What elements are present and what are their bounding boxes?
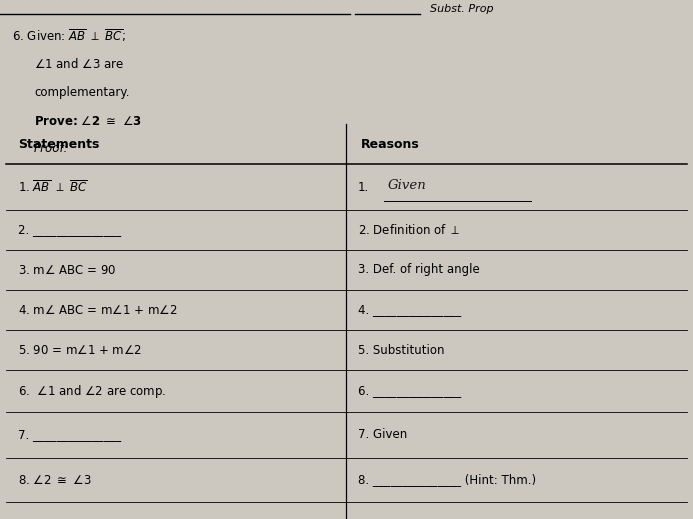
Text: 5. 90 = m$\angle$1 + m$\angle$2: 5. 90 = m$\angle$1 + m$\angle$2	[18, 344, 142, 357]
Text: 1. $\overline{AB}$ $\perp$ $\overline{BC}$: 1. $\overline{AB}$ $\perp$ $\overline{BC…	[18, 179, 87, 195]
Text: Reasons: Reasons	[361, 138, 420, 151]
Text: 2. _______________: 2. _______________	[18, 224, 121, 237]
Text: Proof:: Proof:	[34, 142, 69, 155]
Text: 2. Definition of $\perp$: 2. Definition of $\perp$	[358, 223, 460, 237]
Text: Statements: Statements	[18, 138, 99, 151]
Text: 5. Substitution: 5. Substitution	[358, 344, 444, 357]
Text: Prove: $\angle$2 $\cong$ $\angle$3: Prove: $\angle$2 $\cong$ $\angle$3	[34, 115, 142, 128]
Text: 6. _______________: 6. _______________	[358, 385, 461, 398]
Text: Subst. Prop: Subst. Prop	[430, 4, 493, 14]
Text: 3. Def. of right angle: 3. Def. of right angle	[358, 264, 480, 277]
Text: 8. $\angle$2 $\cong$ $\angle$3: 8. $\angle$2 $\cong$ $\angle$3	[18, 473, 92, 486]
Text: Given: Given	[388, 179, 427, 192]
Text: 6.  $\angle$1 and $\angle$2 are comp.: 6. $\angle$1 and $\angle$2 are comp.	[18, 383, 166, 400]
Text: 7. Given: 7. Given	[358, 429, 407, 442]
Text: 4. _______________: 4. _______________	[358, 304, 461, 317]
Text: 1.: 1.	[358, 181, 369, 194]
Text: 6. Given: $\overline{AB}$ $\perp$ $\overline{BC}$;: 6. Given: $\overline{AB}$ $\perp$ $\over…	[12, 27, 126, 44]
Text: 3. m$\angle$ ABC = 90: 3. m$\angle$ ABC = 90	[18, 264, 116, 277]
Text: 8. _______________ (Hint: Thm.): 8. _______________ (Hint: Thm.)	[358, 473, 536, 486]
Text: 7. _______________: 7. _______________	[18, 429, 121, 442]
Text: complementary.: complementary.	[34, 86, 130, 99]
Text: 4. m$\angle$ ABC = m$\angle$1 + m$\angle$2: 4. m$\angle$ ABC = m$\angle$1 + m$\angle…	[18, 304, 177, 317]
Text: $\angle$1 and $\angle$3 are: $\angle$1 and $\angle$3 are	[34, 57, 124, 71]
